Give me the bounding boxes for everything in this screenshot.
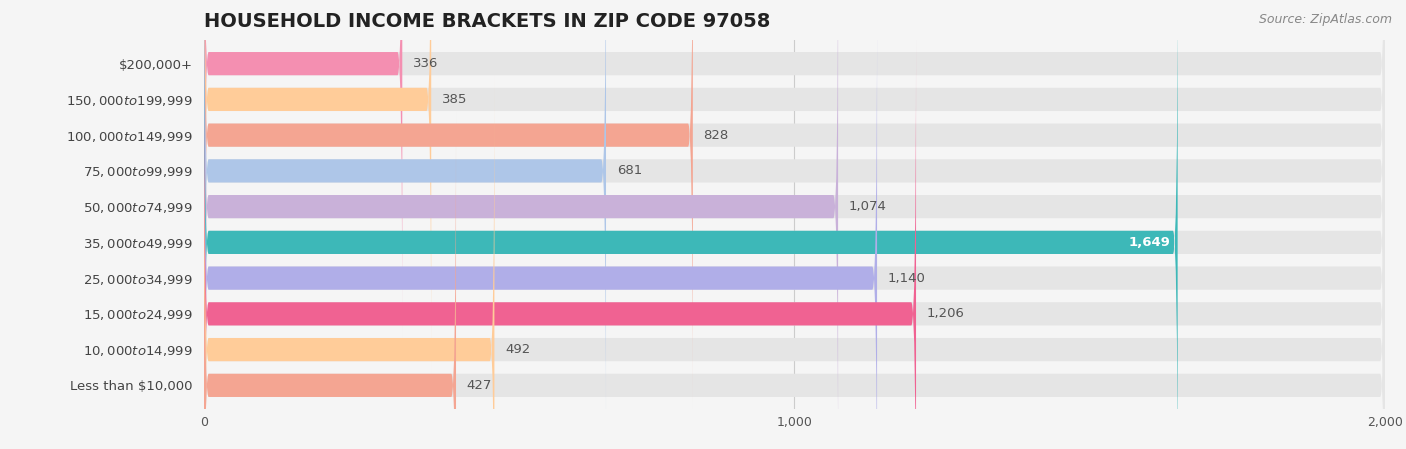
Text: 828: 828 — [703, 128, 728, 141]
Text: HOUSEHOLD INCOME BRACKETS IN ZIP CODE 97058: HOUSEHOLD INCOME BRACKETS IN ZIP CODE 97… — [204, 12, 770, 31]
FancyBboxPatch shape — [204, 75, 1385, 449]
Text: 1,074: 1,074 — [849, 200, 887, 213]
FancyBboxPatch shape — [204, 0, 402, 338]
Text: 1,206: 1,206 — [927, 308, 965, 321]
FancyBboxPatch shape — [204, 0, 606, 445]
FancyBboxPatch shape — [204, 111, 1385, 449]
Text: 427: 427 — [467, 379, 492, 392]
Text: Source: ZipAtlas.com: Source: ZipAtlas.com — [1258, 13, 1392, 26]
FancyBboxPatch shape — [204, 0, 432, 374]
FancyBboxPatch shape — [204, 4, 1385, 449]
FancyBboxPatch shape — [204, 0, 1178, 449]
FancyBboxPatch shape — [204, 0, 1385, 449]
FancyBboxPatch shape — [204, 0, 1385, 374]
Text: 385: 385 — [441, 93, 467, 106]
Text: 336: 336 — [413, 57, 439, 70]
Text: 1,649: 1,649 — [1129, 236, 1171, 249]
FancyBboxPatch shape — [204, 0, 1385, 338]
FancyBboxPatch shape — [204, 40, 1385, 449]
FancyBboxPatch shape — [204, 111, 456, 449]
FancyBboxPatch shape — [204, 4, 877, 449]
FancyBboxPatch shape — [204, 0, 838, 449]
FancyBboxPatch shape — [204, 40, 917, 449]
FancyBboxPatch shape — [204, 0, 1385, 445]
Text: 1,140: 1,140 — [887, 272, 925, 285]
Text: 492: 492 — [505, 343, 530, 356]
Text: 681: 681 — [617, 164, 643, 177]
FancyBboxPatch shape — [204, 0, 1385, 449]
FancyBboxPatch shape — [204, 0, 693, 409]
FancyBboxPatch shape — [204, 75, 495, 449]
FancyBboxPatch shape — [204, 0, 1385, 409]
